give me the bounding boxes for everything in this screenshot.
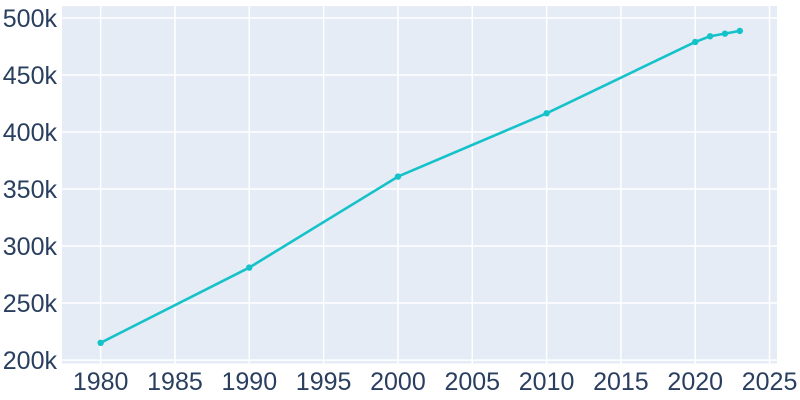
data-point-marker[interactable] (736, 27, 744, 35)
y-tick-label: 400k (3, 119, 58, 147)
data-point-marker[interactable] (246, 264, 253, 271)
x-tick-label: 1980 (73, 368, 129, 396)
data-point-marker[interactable] (97, 339, 104, 347)
data-point-marker[interactable] (543, 110, 550, 117)
x-tick-label: 2010 (519, 368, 575, 396)
data-point-marker[interactable] (394, 173, 402, 180)
data-point-marker[interactable] (721, 30, 729, 37)
x-tick-label: 2025 (742, 368, 798, 396)
y-tick-label: 300k (3, 233, 58, 261)
y-tick-label: 250k (3, 290, 58, 318)
data-point-marker[interactable] (692, 38, 699, 46)
y-tick-label: 500k (3, 5, 58, 33)
y-tick-label: 350k (3, 176, 58, 204)
plot-area[interactable] (62, 6, 777, 364)
x-tick-label: 2015 (593, 368, 649, 396)
x-tick-label: 1990 (221, 368, 277, 396)
x-tick-label: 1995 (296, 368, 352, 396)
y-tick-label: 450k (3, 62, 58, 90)
y-tick-label: 200k (3, 347, 58, 375)
x-tick-label: 2000 (370, 368, 426, 396)
x-tick-label: 2020 (667, 368, 723, 396)
data-point-marker[interactable] (706, 33, 714, 40)
x-tick-label: 1985 (147, 368, 203, 396)
x-tick-label: 2005 (444, 368, 500, 396)
